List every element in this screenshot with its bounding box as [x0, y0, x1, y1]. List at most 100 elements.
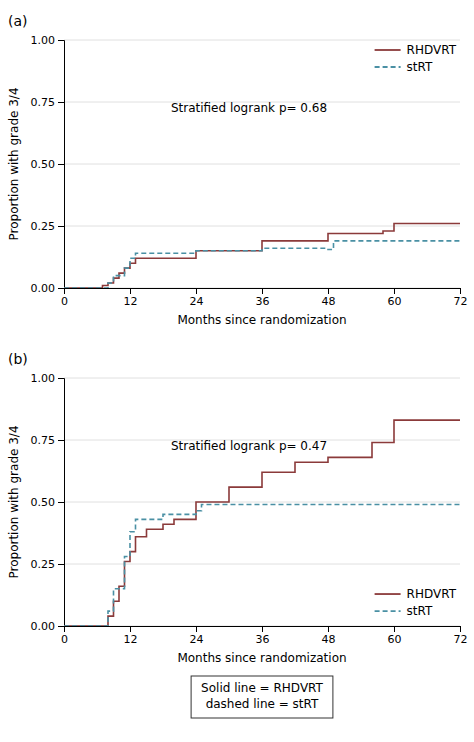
grid [64, 40, 460, 288]
x-tick: 36 [256, 626, 270, 646]
x-tick: 24 [190, 626, 204, 646]
x-tick-mark [460, 288, 461, 294]
x-tick: 72 [454, 626, 468, 646]
legend-swatch [375, 49, 401, 51]
legend-item: RHDVRT [375, 43, 457, 57]
caption-text: dashed line = stRT [206, 697, 319, 711]
annotation: Stratified logrank p= 0.47 [171, 439, 327, 453]
x-tick: 60 [388, 626, 402, 646]
x-tick: 24 [190, 288, 204, 308]
y-tick: 1.00 [31, 372, 65, 385]
lines [64, 224, 460, 288]
x-axis-line [65, 627, 461, 633]
grid-line [64, 164, 460, 165]
x-axis-line [65, 289, 461, 295]
y-tick-mark [58, 226, 64, 227]
x-tick-label: 0 [61, 295, 68, 308]
x-tick-label: 60 [388, 633, 402, 646]
x-axis: 0122436486072 [61, 626, 468, 646]
x-tick-label: 36 [256, 295, 270, 308]
legend-label: RHDVRT [407, 587, 457, 601]
y-axis: 0.00 0.25 0.50 0.75 1.00 [31, 34, 65, 295]
x-tick: 0 [61, 288, 68, 308]
x-tick-mark [460, 626, 461, 632]
y-tick-label: 0.50 [31, 496, 56, 509]
x-axis-title: Months since randomization [177, 313, 346, 327]
y-tick-label: 0.50 [31, 158, 56, 171]
caption-text: Solid line = RHDVRT [201, 681, 323, 695]
x-tick-mark [196, 626, 197, 632]
panel-label: (b) [8, 351, 28, 367]
y-tick: 0.00 [31, 282, 65, 295]
x-tick-mark [130, 626, 131, 632]
x-tick: 12 [124, 288, 138, 308]
legend-label: stRT [407, 60, 433, 74]
legend-label: RHDVRT [407, 43, 457, 57]
x-tick-label: 36 [256, 633, 270, 646]
y-tick-label: 0.25 [31, 558, 56, 571]
x-tick-label: 48 [322, 633, 336, 646]
y-tick: 1.00 [31, 34, 65, 47]
y-tick-mark [58, 288, 64, 289]
y-axis: 0.000.250.500.751.00 [31, 372, 65, 633]
legend-item: stRT [375, 60, 433, 74]
y-tick-label: 0.00 [31, 620, 56, 633]
legend-swatch [375, 66, 401, 68]
grid-line [64, 226, 460, 227]
x-tick-mark [394, 626, 395, 632]
x-tick-mark [130, 288, 131, 294]
panel: 0 12 24 36 48 60 72 0.00 0.25 0.50 0.75 1.00 Months … [7, 13, 468, 327]
x-axis: 0 12 24 36 48 60 72 [61, 288, 468, 308]
legend-label: stRT [407, 604, 433, 618]
y-tick-mark [58, 564, 64, 565]
x-tick-mark [196, 288, 197, 294]
y-tick: 0.25 [31, 558, 65, 571]
lines [64, 420, 460, 626]
x-tick-mark [328, 626, 329, 632]
y-tick: 0.50 [31, 158, 65, 171]
x-tick: 60 [388, 288, 402, 308]
x-tick-label: 48 [322, 295, 336, 308]
x-tick-label: 72 [454, 633, 468, 646]
y-tick-mark [58, 40, 64, 41]
y-tick: 0.25 [31, 220, 65, 233]
grid-line [64, 564, 460, 565]
y-tick-label: 0.75 [31, 96, 56, 109]
y-tick: 0.50 [31, 496, 65, 509]
y-tick: 0.00 [31, 620, 65, 633]
y-tick-label: 1.00 [31, 34, 56, 47]
grid-line [64, 502, 460, 503]
x-tick: 48 [322, 626, 336, 646]
y-axis-line [58, 41, 65, 289]
y-tick-mark [58, 102, 64, 103]
x-tick: 36 [256, 288, 270, 308]
x-axis-title: Months since randomization [177, 651, 346, 665]
y-tick-label: 1.00 [31, 372, 56, 385]
x-tick-mark [328, 288, 329, 294]
x-tick-label: 72 [454, 295, 468, 308]
step-line [64, 224, 460, 288]
grid-line [64, 40, 460, 41]
legend-swatch [375, 593, 401, 595]
legend: RHDVRT stRT [375, 43, 457, 74]
x-tick-label: 60 [388, 295, 402, 308]
annotation: Stratified logrank p= 0.68 [171, 101, 327, 115]
x-tick-label: 12 [124, 295, 138, 308]
x-tick-label: 24 [190, 633, 204, 646]
y-axis-title: Proportion with grade 3/4 [7, 87, 21, 240]
x-tick: 72 [454, 288, 468, 308]
y-tick-mark [58, 440, 64, 441]
step-line [64, 420, 460, 626]
x-tick-mark [262, 626, 263, 632]
x-tick-label: 0 [61, 633, 68, 646]
y-tick-mark [58, 378, 64, 379]
grid [64, 378, 460, 626]
legend-item: stRT [375, 604, 433, 618]
x-tick: 48 [322, 288, 336, 308]
grid-line [64, 378, 460, 379]
caption-box [191, 676, 333, 718]
y-tick-label: 0.25 [31, 220, 56, 233]
figure: 0 12 24 36 48 60 72 0.00 0.25 0.50 0.75 1.00 Months … [0, 0, 474, 742]
step-line [64, 504, 460, 626]
step-line [64, 241, 460, 288]
